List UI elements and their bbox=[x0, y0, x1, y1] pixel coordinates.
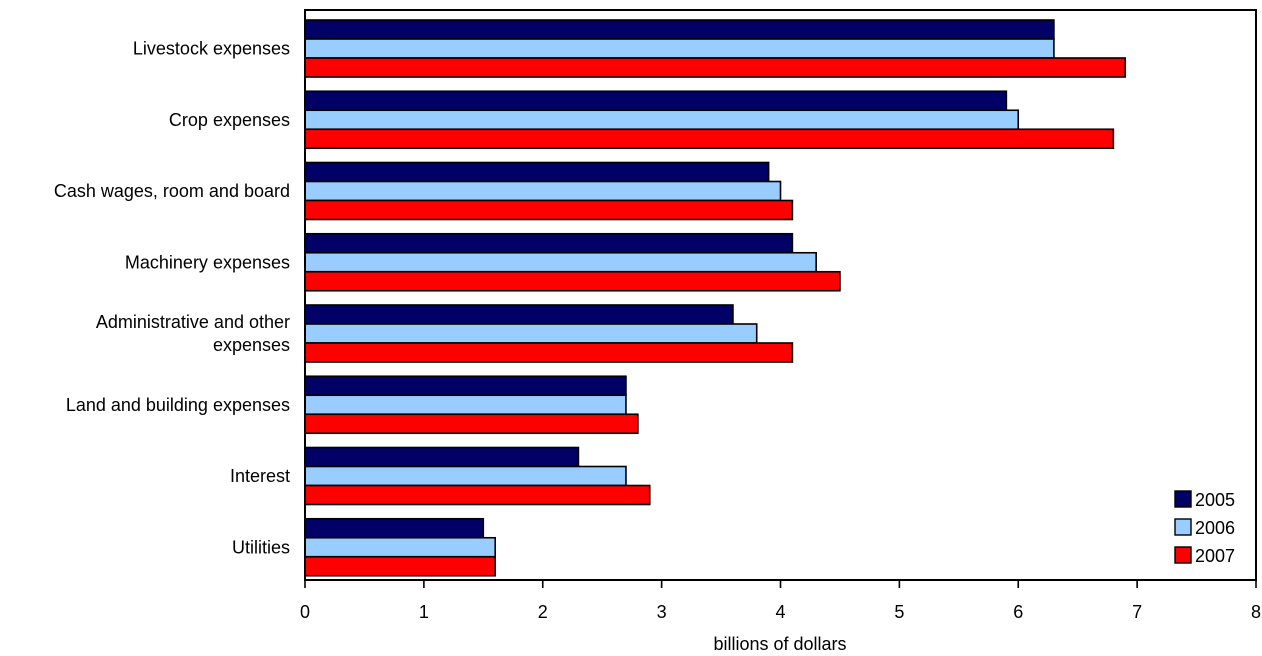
bar-2006-8 bbox=[304, 536, 496, 558]
legend-label-2006: 2006 bbox=[1195, 518, 1235, 538]
legend: 2005 2006 2007 bbox=[1174, 490, 1235, 566]
category-label: Cash wages, room and board bbox=[54, 181, 290, 201]
y-axis-categories: Livestock expenses Crop expenses Cash wage… bbox=[54, 39, 290, 558]
bar-2007-2 bbox=[304, 128, 1115, 150]
category-label: Machinery expenses bbox=[125, 252, 290, 272]
bar-2006-3 bbox=[304, 180, 782, 202]
x-axis: 0 1 2 3 4 5 6 7 8 bbox=[300, 580, 1261, 622]
legend-label-2007: 2007 bbox=[1195, 546, 1235, 566]
x-tick-label: 3 bbox=[657, 602, 667, 622]
bar-2005-7 bbox=[304, 446, 580, 468]
category-label: Utilities bbox=[232, 537, 290, 557]
legend-swatch-2006 bbox=[1174, 518, 1192, 536]
bar-2007-4 bbox=[304, 270, 841, 292]
category-label: Administrative and other bbox=[96, 312, 290, 332]
bar-2006-1 bbox=[304, 38, 1055, 59]
bar-2006-6 bbox=[304, 394, 627, 416]
category-label: Crop expenses bbox=[169, 110, 290, 130]
bar-2005-2 bbox=[304, 90, 1008, 112]
x-tick-label: 6 bbox=[1013, 602, 1023, 622]
bar-2005-8 bbox=[304, 517, 485, 539]
bar-2007-3 bbox=[304, 199, 794, 221]
category-label: Land and building expenses bbox=[66, 395, 290, 415]
x-axis-title: billions of dollars bbox=[713, 634, 846, 654]
x-tick-label: 4 bbox=[775, 602, 785, 622]
x-tick-label: 2 bbox=[538, 602, 548, 622]
bar-2006-2 bbox=[304, 109, 1020, 131]
bar-2006-7 bbox=[304, 465, 627, 487]
category-label: Livestock expenses bbox=[133, 39, 290, 59]
bar-2007-7 bbox=[304, 484, 651, 506]
x-tick-label: 0 bbox=[300, 602, 310, 622]
bar-2005-4 bbox=[304, 232, 794, 254]
bar-2006-4 bbox=[304, 251, 817, 273]
legend-swatch-2005 bbox=[1174, 490, 1192, 508]
category-label: Interest bbox=[230, 466, 290, 486]
bar-2007-5 bbox=[304, 342, 794, 363]
bar-2005-1 bbox=[304, 19, 1055, 40]
legend-swatch-2007 bbox=[1174, 546, 1192, 564]
bar-2006-5 bbox=[304, 323, 758, 344]
x-tick-label: 8 bbox=[1251, 602, 1261, 622]
bar-2005-3 bbox=[304, 161, 770, 183]
bar-2007-6 bbox=[304, 413, 639, 435]
bar-2005-5 bbox=[304, 304, 734, 325]
bar-2007-1 bbox=[304, 57, 1127, 78]
x-tick-label: 5 bbox=[894, 602, 904, 622]
x-tick-label: 7 bbox=[1132, 602, 1142, 622]
legend-label-2005: 2005 bbox=[1195, 490, 1235, 510]
bars-layer bbox=[304, 19, 1127, 577]
x-tick-label: 1 bbox=[419, 602, 429, 622]
bar-2007-8 bbox=[304, 555, 496, 577]
bar-2005-6 bbox=[304, 375, 627, 397]
category-label: expenses bbox=[213, 335, 290, 355]
